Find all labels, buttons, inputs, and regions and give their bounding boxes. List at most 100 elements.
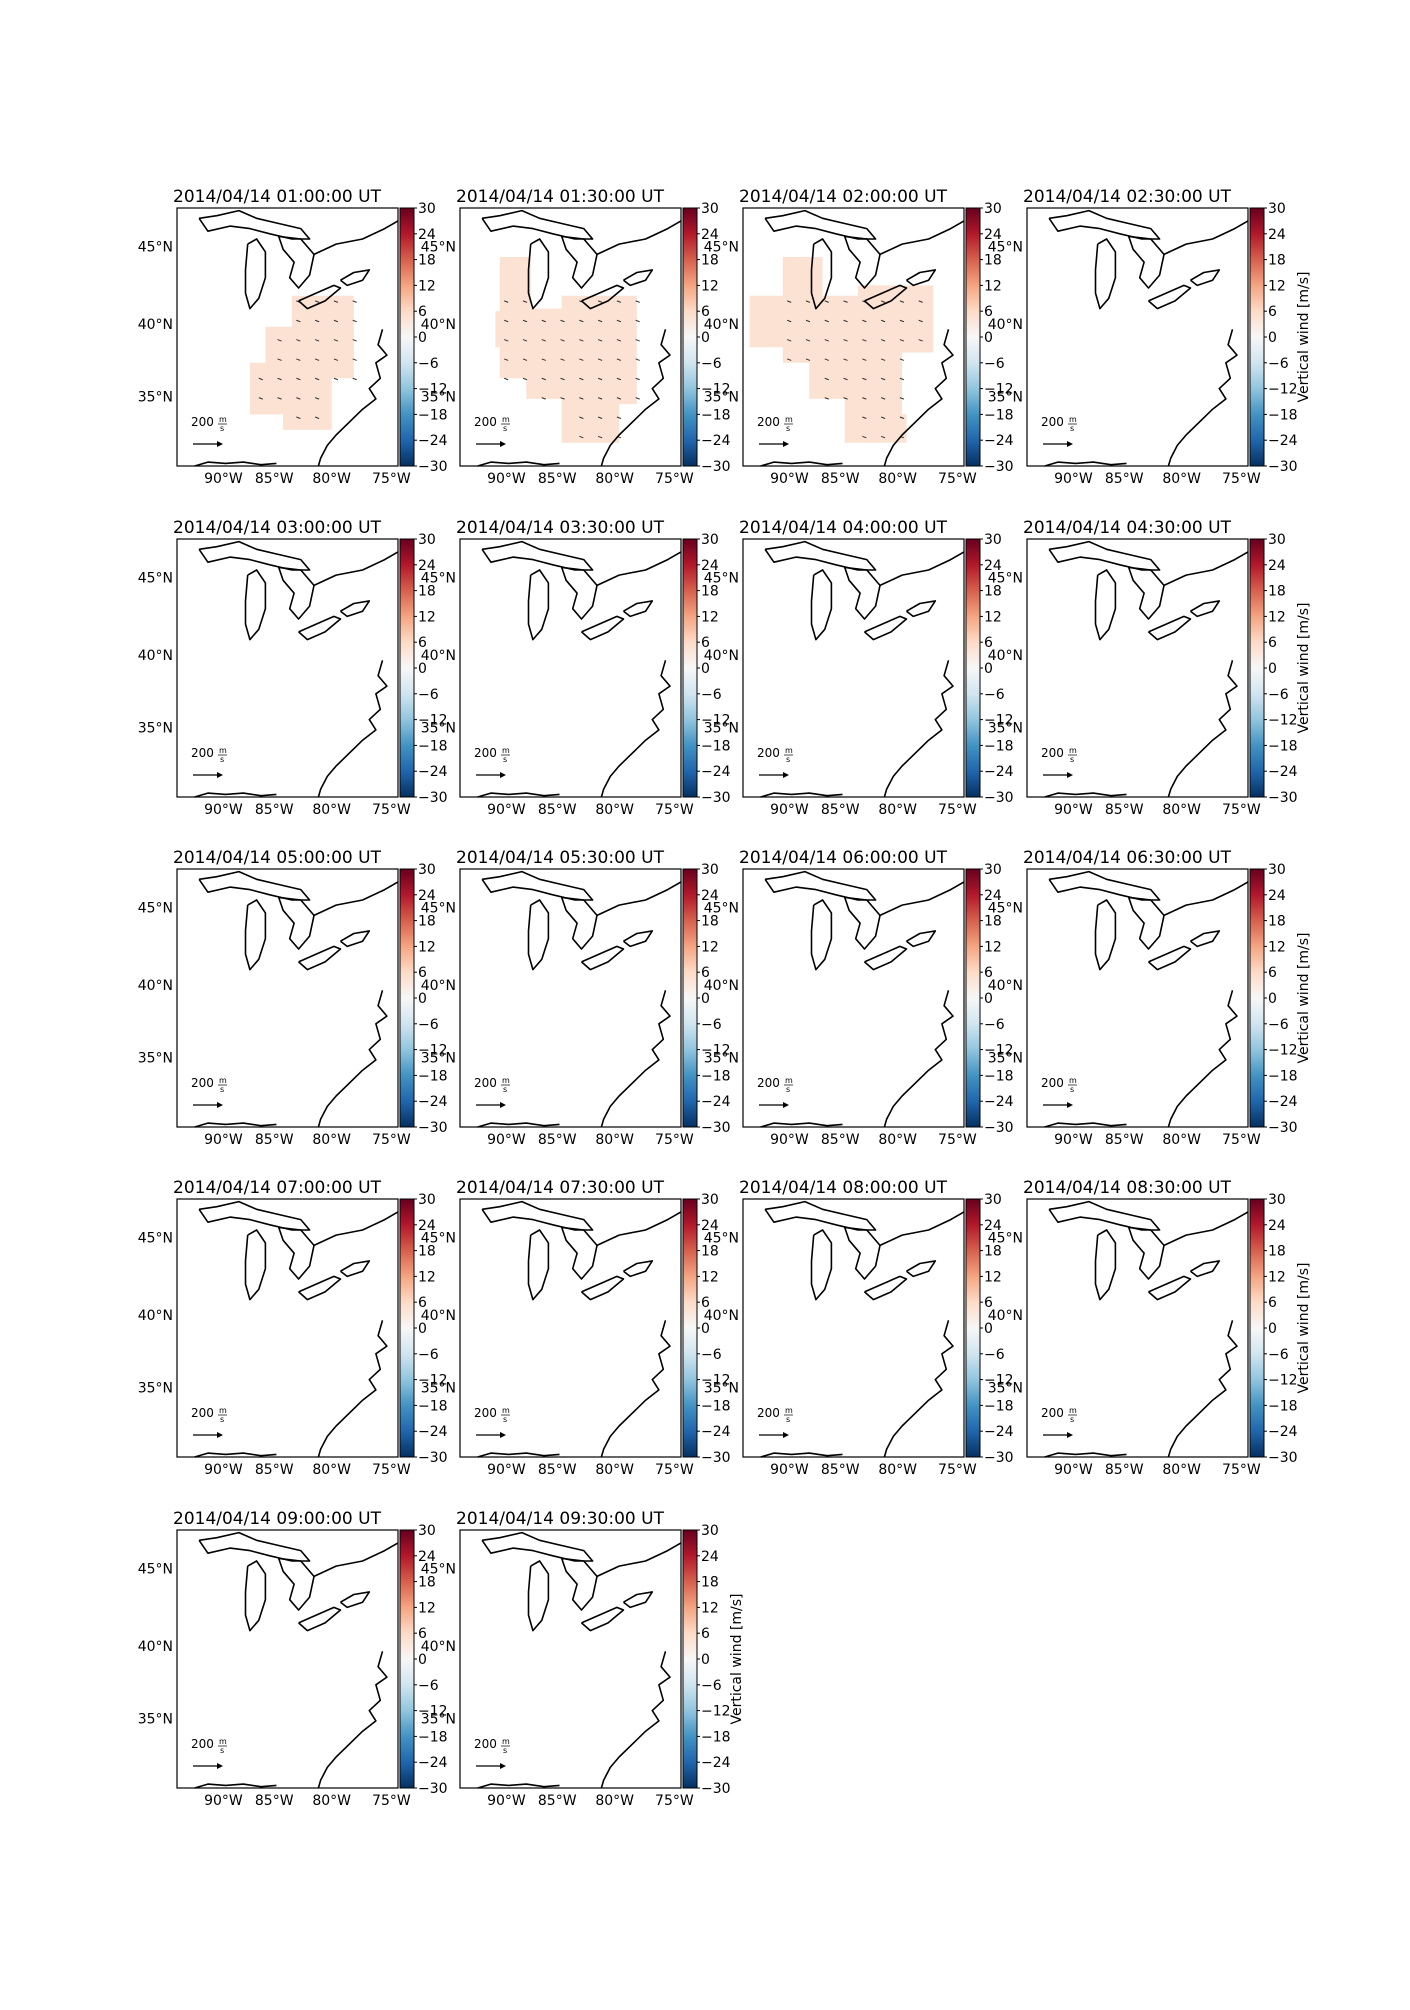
map-area	[743, 1199, 964, 1457]
map-frame	[459, 1198, 682, 1458]
wind-vector	[314, 319, 320, 323]
wind-vector	[296, 319, 301, 323]
coastline	[810, 899, 833, 971]
coastline	[843, 235, 881, 289]
map-area	[1027, 869, 1248, 1127]
colorbar-tick-label: −6	[418, 687, 439, 703]
scale-unit-numerator: m	[219, 1406, 227, 1415]
scale-arrowhead	[217, 772, 223, 778]
wind-vector	[296, 416, 301, 419]
coastline	[244, 569, 267, 641]
colorbar-tick-label: −12	[701, 382, 731, 398]
colorbar-tick-label: 6	[984, 635, 993, 651]
coastline	[527, 899, 550, 971]
wind-vector	[880, 358, 886, 361]
coastline	[863, 615, 908, 641]
x-tick-label: 85°W	[538, 802, 577, 818]
wind-vector	[333, 339, 339, 342]
scale-value: 200	[757, 1406, 780, 1420]
colorbar-tick-label: 0	[701, 1321, 710, 1337]
colorbar-tick-label: −18	[418, 407, 448, 423]
x-tick-label: 80°W	[595, 1132, 634, 1148]
y-tick-label: 35°N	[988, 720, 1023, 736]
x-tick-label: 85°W	[1105, 1132, 1144, 1148]
colorbar-tick-label: −18	[701, 1068, 731, 1084]
x-tick-label: 85°W	[255, 471, 294, 487]
x-tick-label: 80°W	[312, 802, 351, 818]
wind-vector	[277, 397, 282, 400]
x-tick-label: 85°W	[538, 471, 577, 487]
wind-vector	[352, 377, 357, 381]
wind-vector	[597, 358, 603, 361]
x-tick-label: 75°W	[655, 802, 694, 818]
colorbar	[1249, 868, 1265, 1128]
scale-unit-numerator: m	[502, 415, 510, 424]
map-area	[1027, 1199, 1248, 1457]
scale-value: 200	[191, 415, 214, 429]
scale-value: 200	[757, 415, 780, 429]
colorbar-tick-label: 12	[418, 939, 436, 955]
x-tick-label: 90°W	[487, 471, 526, 487]
x-tick-label: 75°W	[655, 1132, 694, 1148]
coastline	[313, 220, 399, 256]
panel-title: 2014/04/14 01:30:00 UT	[456, 187, 665, 207]
panel-title: 2014/04/14 02:30:00 UT	[1023, 187, 1232, 207]
wind-vector	[616, 319, 622, 323]
map-area	[460, 1530, 681, 1788]
wind-vector	[597, 397, 603, 400]
colorbar-tick-label: 18	[701, 1575, 719, 1591]
coastline	[596, 1211, 682, 1247]
panel-title: 2014/04/14 01:00:00 UT	[173, 187, 382, 207]
map-frame	[459, 1529, 682, 1789]
wind-vector	[597, 319, 603, 323]
coastline	[477, 1783, 560, 1789]
coastline	[198, 1531, 311, 1562]
wind-vector	[352, 300, 357, 303]
y-tick-label: 35°N	[704, 389, 739, 405]
scale-value: 200	[1041, 415, 1064, 429]
scale-unit-numerator: m	[785, 1406, 793, 1415]
colorbar	[1249, 207, 1265, 467]
colorbar-tick-label: 18	[984, 584, 1002, 600]
coastline	[623, 930, 654, 948]
wind-vector	[880, 300, 886, 303]
wind-vector	[579, 416, 584, 419]
coastline	[313, 551, 399, 587]
colorbar-tick-label: −6	[1268, 1347, 1289, 1363]
colorbar-tick-label: −6	[1268, 356, 1289, 372]
colorbar	[1249, 1198, 1265, 1458]
colorbar-tick-label: 18	[418, 253, 436, 269]
map-panel: 2014/04/14 02:00:00 UT 200 ms 45°N 40°N 35°N 9…	[704, 187, 1014, 487]
colorbar-tick-label: −30	[701, 1781, 731, 1797]
colorbar-tick-label: −12	[1268, 1373, 1298, 1389]
colorbar-tick-label: 0	[984, 661, 993, 677]
colorbar-tick-label: 30	[984, 862, 1002, 878]
colorbar-tick-label: −6	[418, 1017, 439, 1033]
y-tick-label: 35°N	[988, 1050, 1023, 1066]
colorbar-tick-label: 24	[984, 888, 1002, 904]
colorbar-tick-label: −12	[984, 382, 1014, 398]
coastline	[194, 1122, 277, 1128]
wind-vector	[579, 319, 584, 323]
coastline	[277, 566, 315, 620]
colorbar-tick-label: 12	[701, 1600, 719, 1616]
colorbar-tick-label: 18	[984, 253, 1002, 269]
colorbar-tick-label: −12	[701, 1043, 731, 1059]
colorbar-tick-label: −18	[1268, 738, 1298, 754]
y-tick-label: 40°N	[988, 648, 1023, 664]
y-tick-label: 35°N	[138, 1050, 173, 1066]
scale-unit-numerator: m	[219, 415, 227, 424]
scale-unit-denominator: s	[220, 1746, 224, 1755]
map-area	[177, 539, 398, 797]
wind-vector	[296, 339, 301, 342]
colorbar-tick-label: 12	[418, 278, 436, 294]
coastline	[317, 1320, 388, 1458]
x-tick-label: 85°W	[538, 1132, 577, 1148]
coastline	[906, 930, 937, 948]
coastline	[1094, 238, 1117, 310]
wind-vector	[843, 397, 848, 400]
wind-vector	[899, 397, 905, 400]
scale-unit-denominator: s	[1070, 755, 1074, 764]
colorbar-tick-label: 6	[418, 965, 427, 981]
x-tick-label: 90°W	[1054, 802, 1093, 818]
